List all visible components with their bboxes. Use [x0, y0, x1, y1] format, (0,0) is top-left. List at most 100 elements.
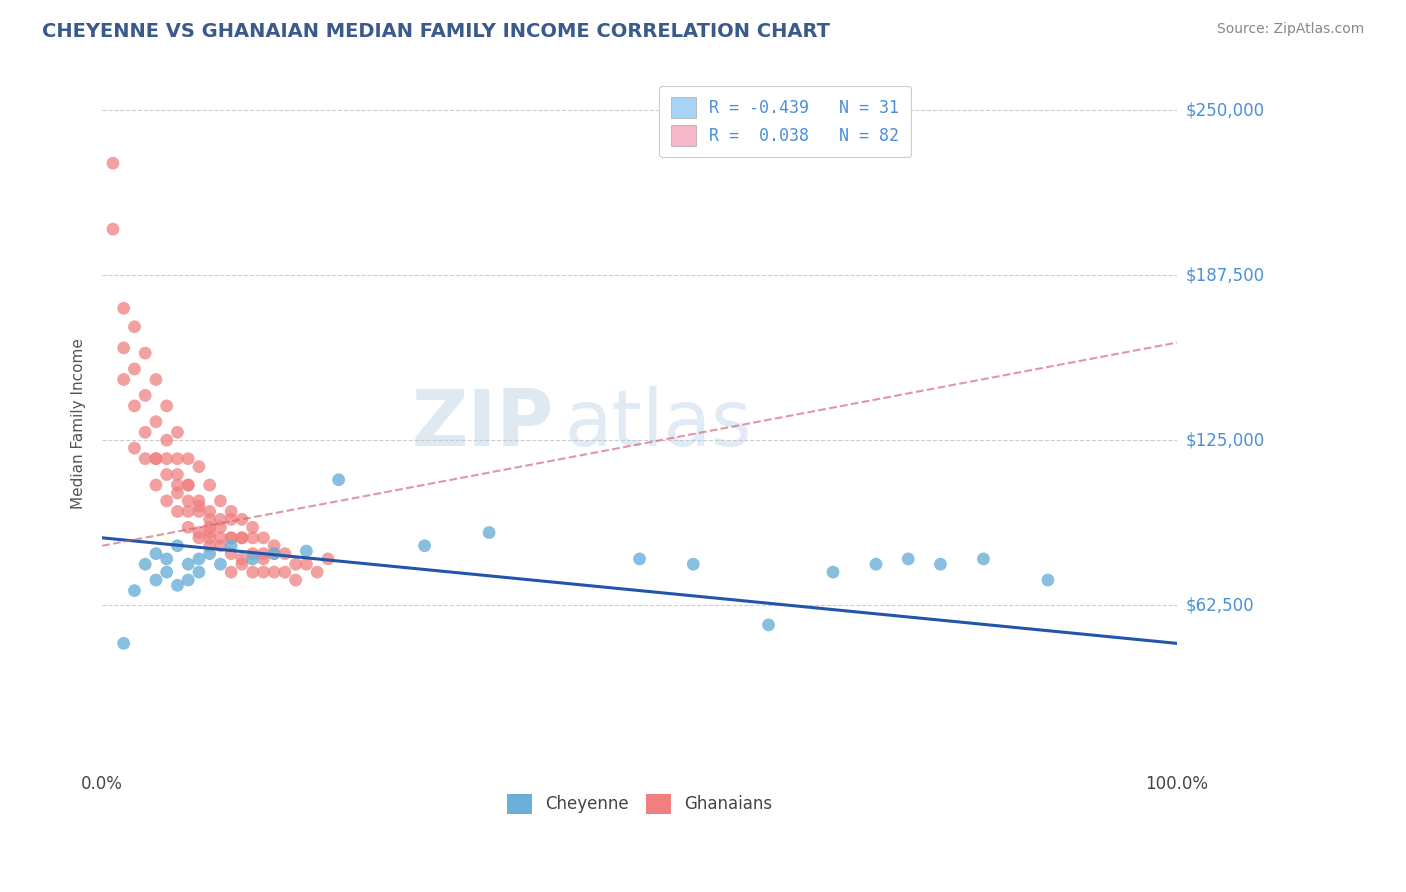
Point: [187, 552, 209, 566]
Point: [166, 539, 188, 553]
Point: [198, 525, 221, 540]
Point: [156, 451, 179, 466]
Point: [252, 552, 274, 566]
Point: [198, 512, 221, 526]
Point: [897, 552, 920, 566]
Point: [187, 459, 209, 474]
Point: [134, 346, 156, 360]
Point: [166, 578, 188, 592]
Point: [112, 341, 135, 355]
Point: [166, 504, 188, 518]
Point: [209, 520, 232, 534]
Point: [166, 425, 188, 440]
Point: [274, 565, 297, 579]
Y-axis label: Median Family Income: Median Family Income: [72, 338, 86, 509]
Point: [166, 467, 188, 482]
Text: CHEYENNE VS GHANAIAN MEDIAN FAMILY INCOME CORRELATION CHART: CHEYENNE VS GHANAIAN MEDIAN FAMILY INCOM…: [42, 22, 830, 41]
Point: [316, 552, 339, 566]
Point: [865, 558, 887, 572]
Point: [242, 520, 264, 534]
Point: [209, 512, 232, 526]
Point: [252, 565, 274, 579]
Point: [219, 504, 242, 518]
Point: [124, 441, 146, 455]
Point: [112, 301, 135, 316]
Point: [198, 520, 221, 534]
Point: [821, 565, 844, 579]
Point: [177, 558, 200, 572]
Point: [242, 565, 264, 579]
Point: [284, 558, 307, 572]
Point: [219, 547, 242, 561]
Point: [145, 415, 167, 429]
Point: [124, 399, 146, 413]
Point: [263, 539, 285, 553]
Point: [478, 525, 501, 540]
Point: [198, 547, 221, 561]
Point: [124, 583, 146, 598]
Point: [134, 558, 156, 572]
Point: [274, 547, 297, 561]
Point: [187, 531, 209, 545]
Text: $125,000: $125,000: [1185, 431, 1264, 450]
Point: [177, 494, 200, 508]
Point: [284, 573, 307, 587]
Point: [929, 558, 952, 572]
Point: [219, 531, 242, 545]
Legend: Cheyenne, Ghanaians: Cheyenne, Ghanaians: [496, 784, 782, 824]
Point: [145, 573, 167, 587]
Point: [156, 552, 179, 566]
Point: [156, 565, 179, 579]
Point: [231, 552, 253, 566]
Text: atlas: atlas: [564, 385, 752, 462]
Point: [198, 504, 221, 518]
Point: [166, 478, 188, 492]
Point: [177, 478, 200, 492]
Point: [242, 531, 264, 545]
Point: [134, 425, 156, 440]
Point: [156, 494, 179, 508]
Text: $250,000: $250,000: [1185, 102, 1264, 120]
Point: [145, 478, 167, 492]
Point: [413, 539, 436, 553]
Point: [134, 388, 156, 402]
Point: [219, 531, 242, 545]
Point: [252, 547, 274, 561]
Point: [145, 547, 167, 561]
Point: [101, 156, 124, 170]
Point: [242, 547, 264, 561]
Point: [198, 539, 221, 553]
Text: $187,500: $187,500: [1185, 267, 1264, 285]
Point: [187, 525, 209, 540]
Point: [209, 539, 232, 553]
Point: [263, 565, 285, 579]
Point: [187, 494, 209, 508]
Point: [156, 467, 179, 482]
Point: [145, 451, 167, 466]
Point: [145, 372, 167, 386]
Point: [972, 552, 994, 566]
Point: [124, 319, 146, 334]
Point: [682, 558, 704, 572]
Point: [177, 520, 200, 534]
Point: [758, 618, 780, 632]
Point: [295, 558, 318, 572]
Point: [209, 494, 232, 508]
Point: [252, 531, 274, 545]
Text: ZIP: ZIP: [412, 385, 554, 462]
Point: [156, 399, 179, 413]
Point: [145, 451, 167, 466]
Point: [231, 512, 253, 526]
Point: [231, 558, 253, 572]
Point: [231, 531, 253, 545]
Point: [209, 558, 232, 572]
Point: [187, 499, 209, 513]
Point: [1036, 573, 1059, 587]
Point: [209, 531, 232, 545]
Point: [263, 547, 285, 561]
Point: [187, 565, 209, 579]
Text: $62,500: $62,500: [1185, 596, 1254, 614]
Point: [307, 565, 329, 579]
Point: [134, 451, 156, 466]
Point: [198, 478, 221, 492]
